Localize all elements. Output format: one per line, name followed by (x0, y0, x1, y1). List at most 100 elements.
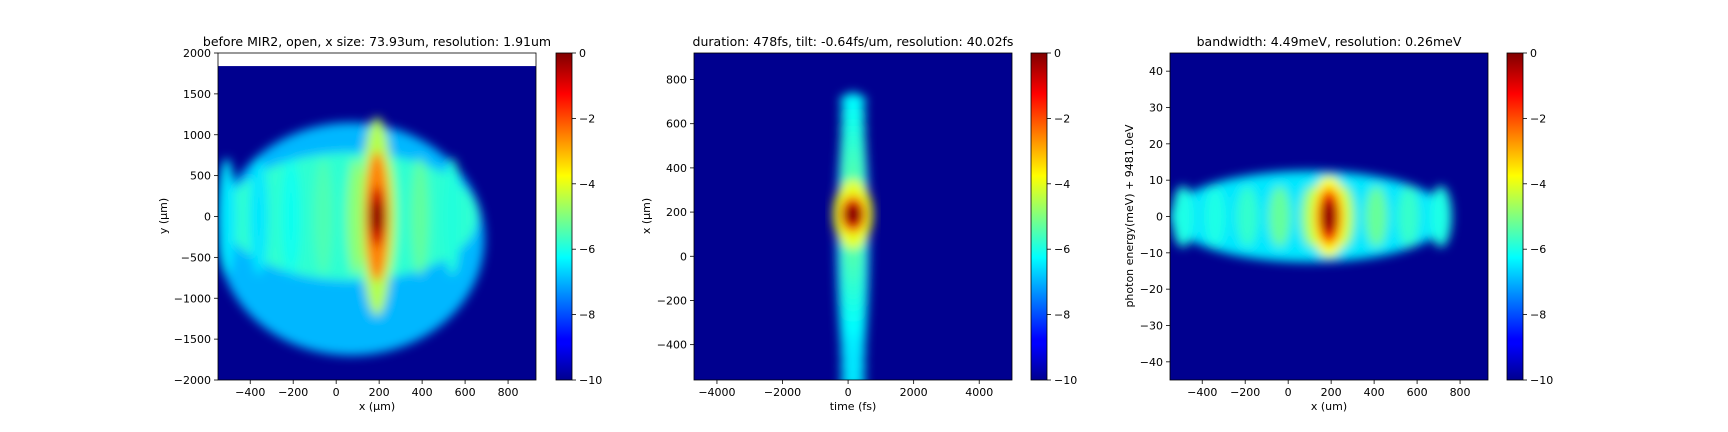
heatmap-peak (1322, 198, 1336, 235)
x-tick-label: 0 (1285, 386, 1292, 399)
x-tick-label: 200 (369, 386, 390, 399)
heatmap-fringe (839, 146, 867, 163)
y-tick-label: 0 (204, 211, 211, 224)
y-tick-label: 0 (1156, 211, 1163, 224)
heatmap-fringe (839, 345, 867, 362)
heatmap-intensity (1170, 170, 1452, 263)
heatmap-fringe (839, 133, 867, 150)
panel-1-y-axis: −2000 −1500 −1000 −500 0 500 1000 1500 2000 (174, 47, 218, 387)
panel-2-heatmap (694, 53, 1012, 380)
colorbar-tick-label: −8 (1530, 309, 1546, 322)
y-tick-label: −20 (1140, 283, 1163, 296)
heatmap-fringe (1429, 185, 1452, 248)
panel-3-y-axis: −40 −30 −20 −10 0 10 20 30 40 (1140, 65, 1170, 369)
x-tick-label: 800 (498, 386, 519, 399)
colorbar-tick-label: −8 (1054, 309, 1070, 322)
panel-3-plot-area (1170, 53, 1488, 380)
heatmap-fringe (839, 292, 867, 309)
panel-2-frame (693, 52, 1013, 381)
y-tick-label: −40 (1140, 356, 1163, 369)
panel-1: before MIR2, open, x size: 73.93um, reso… (157, 34, 602, 413)
colorbar-tick-label: 0 (1054, 47, 1061, 60)
x-tick-label: 0 (333, 386, 340, 399)
heatmap-fringe (410, 158, 429, 275)
panel-1-y-label: y (μm) (157, 198, 170, 234)
heatmap-intensity (833, 91, 873, 380)
heatmap-fringe (839, 106, 867, 123)
heatmap-fringe (839, 93, 867, 110)
y-tick-label: 1500 (183, 88, 211, 101)
panel-2-title: duration: 478fs, tilt: -0.64fs/um, resol… (693, 34, 1014, 49)
heatmap-fringe (346, 158, 365, 275)
x-tick-label: −400 (235, 386, 265, 399)
y-tick-label: 1000 (183, 129, 211, 142)
panel-3-y-label: photon energy(meV) + 9481.0eV (1123, 124, 1136, 308)
panel-2-colorbar-ticks: 0 −2 −4 −6 −8 −10 (1047, 47, 1077, 387)
heatmap-fringe (839, 332, 867, 349)
y-tick-label: −1500 (174, 333, 211, 346)
heatmap-fringe (839, 279, 867, 296)
heatmap-fringe (839, 159, 867, 176)
panel-1-x-axis: −400 −200 0 200 400 600 800 (235, 380, 519, 399)
x-tick-label: −400 (1187, 386, 1217, 399)
y-tick-label: −1000 (174, 292, 211, 305)
x-tick-label: −200 (1230, 386, 1260, 399)
x-tick-label: −2000 (764, 386, 801, 399)
heatmap-fringe (1204, 185, 1227, 248)
y-tick-label: 400 (666, 162, 687, 175)
y-tick-label: 500 (190, 170, 211, 183)
panel-3-colorbar (1506, 52, 1524, 381)
x-tick-label: 800 (1450, 386, 1471, 399)
panel-2-y-axis: −400 −200 0 200 400 600 800 (657, 74, 694, 352)
heatmap-fringe (839, 305, 867, 322)
heatmap-fringe (839, 358, 867, 375)
colorbar-tick-label: −6 (1054, 243, 1070, 256)
x-tick-label: 4000 (965, 386, 993, 399)
panel-1-title: before MIR2, open, x size: 73.93um, reso… (203, 34, 551, 49)
panel-1-heatmap (218, 53, 536, 380)
heatmap-fringe (443, 158, 462, 275)
heatmap-peak (844, 203, 862, 226)
panel-2-x-label: time (fs) (830, 400, 877, 413)
y-tick-label: 20 (1149, 138, 1163, 151)
panel-3-heatmap (1170, 53, 1488, 380)
heatmap-fringe (1171, 185, 1194, 248)
colorbar-tick-label: −4 (1530, 178, 1546, 191)
x-tick-label: 400 (1364, 386, 1385, 399)
panel-1-colorbar-ticks: 0 −2 −4 −6 −8 −10 (572, 47, 602, 387)
heatmap-fringe (314, 158, 333, 275)
x-tick-label: 600 (455, 386, 476, 399)
colorbar-tick-label: −6 (579, 243, 595, 256)
x-tick-label: 200 (1321, 386, 1342, 399)
colorbar-tick-label: −10 (1530, 374, 1553, 387)
heatmap-fringe (839, 252, 867, 269)
panel-3: bandwidth: 4.49meV, resolution: 0.26meV … (1123, 34, 1553, 413)
panel-3-colorbar-ticks: 0 −2 −4 −6 −8 −10 (1523, 47, 1553, 387)
y-tick-label: −200 (657, 294, 687, 307)
panel-2-x-axis: −4000 −2000 0 2000 4000 (698, 380, 993, 399)
colorbar-tick-label: 0 (579, 47, 586, 60)
y-tick-label: 30 (1149, 102, 1163, 115)
heatmap-fringe (839, 265, 867, 282)
colorbar-tick-label: −4 (579, 178, 595, 191)
colorbar-tick-label: −10 (579, 374, 602, 387)
y-tick-label: 600 (666, 118, 687, 131)
y-tick-label: −500 (181, 251, 211, 264)
heatmap-fringe (249, 158, 268, 275)
y-tick-label: 10 (1149, 174, 1163, 187)
panel-2-y-label: x (μm) (640, 198, 653, 234)
y-tick-label: 200 (666, 206, 687, 219)
y-tick-label: 800 (666, 74, 687, 87)
heatmap-fringe (1268, 185, 1291, 248)
y-tick-label: −10 (1140, 247, 1163, 260)
y-tick-label: 2000 (183, 47, 211, 60)
colorbar-tick-label: −6 (1530, 243, 1546, 256)
x-tick-label: −4000 (698, 386, 735, 399)
y-tick-label: 0 (680, 250, 687, 263)
heatmap-fringe (282, 158, 301, 275)
panel-2-plot-area (694, 53, 1012, 380)
colorbar-tick-label: −10 (1054, 374, 1077, 387)
colorbar-tick-label: 0 (1530, 47, 1537, 60)
heatmap-fringe (839, 318, 867, 335)
colorbar-tick-label: −8 (579, 309, 595, 322)
